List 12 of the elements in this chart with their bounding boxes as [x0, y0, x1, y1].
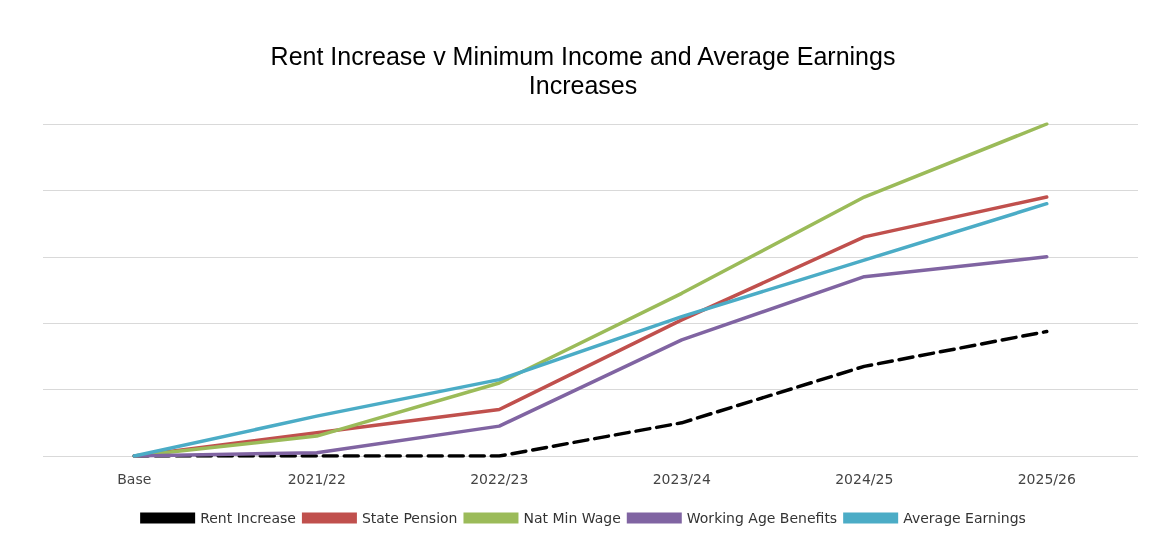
legend-label: State Pension	[361, 510, 458, 526]
x-tick-label: 2021/22	[287, 471, 346, 487]
x-tick-label: 2022/23	[470, 471, 529, 487]
x-tick-label: 2023/24	[652, 471, 711, 487]
x-tick-label: 2025/26	[1017, 471, 1076, 487]
chart-title: Rent Increase v Minimum Income and Average Earnings Increases	[270, 41, 896, 99]
legend-label: Average Earnings	[903, 510, 1026, 526]
x-tick-label: 2024/25	[835, 471, 894, 487]
legend-label: Working Age Benefits	[686, 510, 838, 526]
x-tick-label: Base	[117, 471, 152, 487]
legend-label: Nat Min Wage	[523, 510, 621, 526]
legend-label: Rent Increase	[200, 510, 296, 526]
